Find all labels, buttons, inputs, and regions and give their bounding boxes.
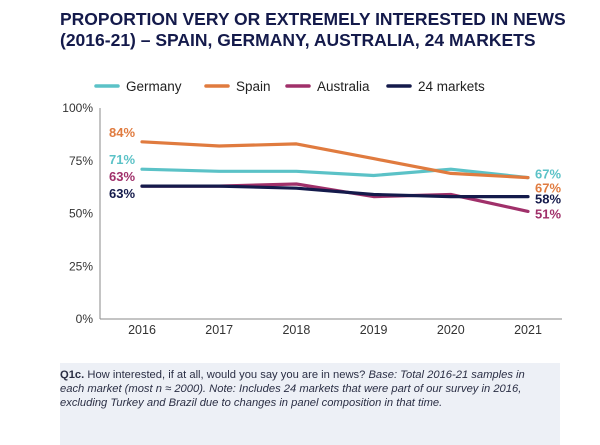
y-tick-label-0: 0% [76,312,94,326]
y-tick-label-50: 50% [69,207,93,221]
legend-label-spain: Spain [236,79,271,94]
data-label-24-markets-2021: 58% [535,192,561,207]
x-tick-label-2017: 2017 [205,323,233,337]
chart-title-line-1: PROPORTION VERY OR EXTREMELY INTERESTED … [60,9,566,29]
chart-title-line-2: (2016-21) – SPAIN, GERMANY, AUSTRALIA, 2… [60,30,536,50]
legend-label-24-markets: 24 markets [418,79,485,94]
x-tick-label-2019: 2019 [360,323,388,337]
footnote-question: How interested, if at all, would you say… [84,369,369,381]
x-tick-label-2018: 2018 [282,323,310,337]
x-tick-label-2020: 2020 [437,323,465,337]
footnote-details: Base: Total 2016-21 samples in each mark… [60,369,525,410]
series-line-spain [140,140,530,180]
data-label-australia-2016: 63% [109,169,135,184]
data-label-spain-2021: 67% [535,181,561,196]
chart-title: PROPORTION VERY OR EXTREMELY INTERESTED … [60,9,580,51]
series-line-24-markets [140,184,530,199]
legend-label-germany: Germany [126,79,182,94]
data-label-germany-2016: 71% [109,152,135,167]
x-tick-label-2016: 2016 [128,323,156,337]
data-label-germany-2021: 67% [535,167,561,182]
data-label-australia-2021: 51% [535,206,561,221]
legend-label-australia: Australia [317,79,370,94]
data-label-spain-2016: 84% [109,125,135,140]
footnote: Q1c. How interested, if at all, would yo… [60,363,560,445]
y-tick-label-25: 25% [69,259,93,273]
x-tick-label-2021: 2021 [514,323,542,337]
data-label-24-markets-2016: 63% [109,186,135,201]
series-line-germany [140,167,530,180]
footnote-question-label: Q1c. [60,369,85,381]
y-tick-label-100: 100% [62,101,93,115]
y-tick-label-75: 75% [69,154,93,168]
